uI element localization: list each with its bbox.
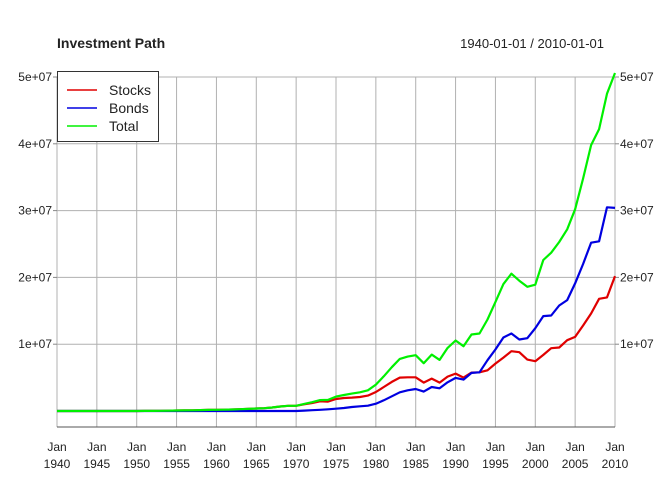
legend-label-stocks: Stocks [109,82,151,98]
legend-box [57,71,159,142]
x-tick-label-month: Jan [406,440,425,454]
x-tick-label-year: 1975 [323,457,350,471]
x-tick-label-year: 1940 [44,457,71,471]
y-tick-label-left: 4e+07 [18,137,52,151]
y-tick-label-left: 5e+07 [18,70,52,84]
y-tick-label-right: 5e+07 [620,70,654,84]
y-tick-label-right: 4e+07 [620,137,654,151]
date-range: 1940-01-01 / 2010-01-01 [460,36,604,51]
x-tick-label-month: Jan [486,440,505,454]
x-tick-label-year: 1965 [243,457,270,471]
x-tick-label-year: 1970 [283,457,310,471]
axes: 1e+07 1e+07 2e+07 2e+07 3e+07 3e+07 4e+07 4e+07… [18,70,654,471]
x-tick-label-year: 1960 [203,457,230,471]
series-lines [57,72,617,413]
x-tick-label-year: 1980 [363,457,390,471]
x-tick-label-month: Jan [207,440,226,454]
y-tick-label-right: 3e+07 [620,204,654,218]
x-tick-label-year: 1995 [482,457,509,471]
y-tick-label-right: 1e+07 [620,337,654,351]
x-tick-label-month: Jan [526,440,545,454]
x-tick-label-month: Jan [326,440,345,454]
x-tick-label-year: 2005 [562,457,589,471]
x-tick-label-month: Jan [366,440,385,454]
chart-title: Investment Path [57,35,165,51]
x-tick-label-month: Jan [605,440,624,454]
x-tick-label-month: Jan [286,440,305,454]
x-tick-label-month: Jan [47,440,66,454]
x-tick-label-month: Jan [87,440,106,454]
x-tick-label-month: Jan [127,440,146,454]
x-tick-label-month: Jan [446,440,465,454]
y-tick-label-left: 2e+07 [18,270,52,284]
y-tick-label-right: 2e+07 [620,270,654,284]
x-tick-label-year: 1985 [402,457,429,471]
x-tick-label-month: Jan [565,440,584,454]
x-tick-label-year: 2000 [522,457,549,471]
x-tick-label-year: 1950 [123,457,150,471]
x-tick-label-month: Jan [167,440,186,454]
legend-label-total: Total [109,118,139,134]
legend: Stocks Bonds Total [57,71,159,142]
x-tick-label-month: Jan [247,440,266,454]
y-tick-label-left: 1e+07 [18,337,52,351]
x-tick-label-year: 1945 [84,457,111,471]
x-tick-label-year: 1990 [442,457,469,471]
y-tick-label-left: 3e+07 [18,204,52,218]
series-line-total [57,72,617,413]
x-tick-label-year: 2010 [602,457,629,471]
x-tick-label-year: 1955 [163,457,190,471]
legend-label-bonds: Bonds [109,100,149,116]
